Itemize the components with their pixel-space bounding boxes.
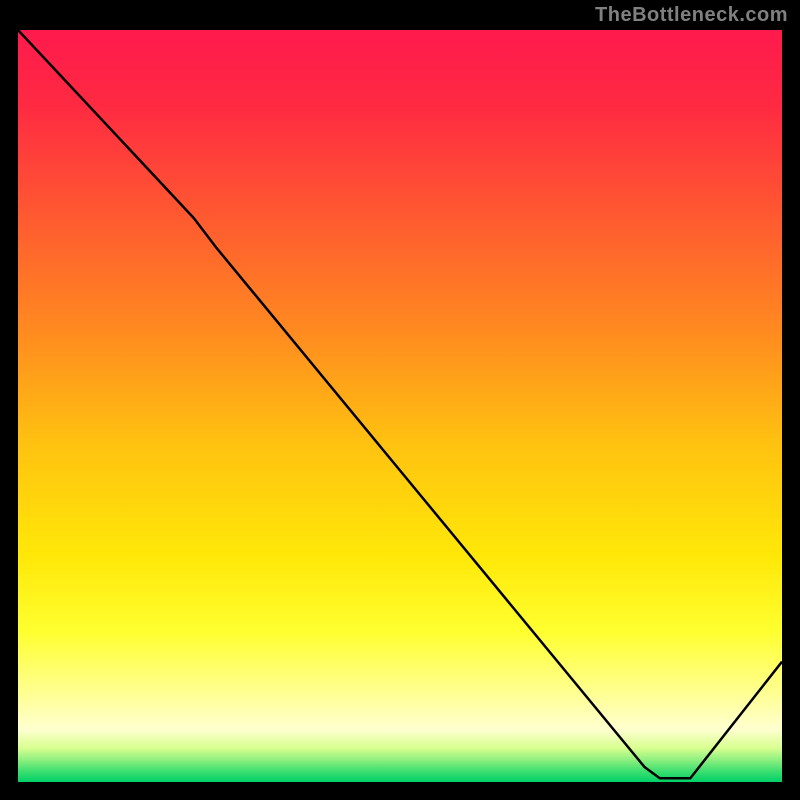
chart-container: TheBottleneck.com bbox=[0, 0, 800, 800]
chart-svg bbox=[18, 30, 782, 782]
plot-area bbox=[18, 30, 782, 782]
watermark-text: TheBottleneck.com bbox=[595, 4, 788, 27]
